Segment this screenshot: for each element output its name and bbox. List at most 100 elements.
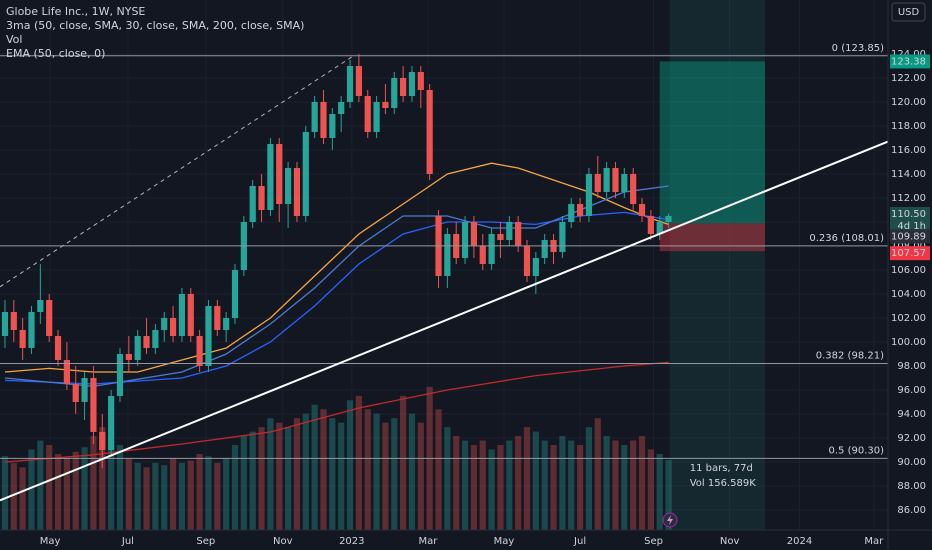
entry-label: 109.89: [891, 231, 926, 242]
volume-bar: [488, 449, 495, 530]
candle-body: [426, 89, 433, 174]
volume-bar: [382, 422, 389, 530]
y-tick-label: 96.00: [897, 385, 926, 396]
candle-body: [90, 377, 97, 432]
candle-body: [1, 311, 9, 336]
y-tick-label: 120.00: [891, 97, 926, 108]
candle-body: [214, 305, 221, 330]
event-icon-bolt: [667, 515, 673, 525]
volume-bar: [187, 460, 194, 530]
candle-body: [46, 299, 53, 336]
volume-bar: [346, 400, 354, 530]
candle-body: [559, 221, 566, 252]
x-tick-label: 2023: [339, 536, 364, 547]
candle-body: [594, 173, 601, 192]
stop-label-box: [890, 246, 930, 261]
volume-bar: [594, 418, 601, 530]
y-tick-label: 90.00: [897, 457, 926, 468]
volume-bar: [391, 418, 398, 530]
candle-body: [373, 101, 380, 132]
profit-zone: [659, 61, 766, 224]
volume-bar: [638, 436, 646, 530]
volume-bar: [54, 453, 62, 530]
trendline: [0, 140, 889, 502]
volume-bar: [444, 427, 451, 530]
y-tick-label: 116.00: [891, 145, 926, 156]
y-tick-label: 104.00: [891, 289, 926, 300]
x-tick-label: Jul: [573, 536, 586, 547]
indicator-label: 3ma (50, close, SMA, 30, close, SMA, 200…: [6, 19, 304, 32]
y-tick-label: 122.00: [891, 73, 926, 84]
candle-body: [665, 215, 672, 222]
x-tick-label: Sep: [196, 536, 215, 547]
volume-bar: [656, 453, 663, 530]
candle-body: [187, 293, 194, 336]
indicator-label: EMA (50, close, 0): [6, 47, 105, 60]
candle-body: [364, 95, 371, 132]
candle-body: [99, 431, 106, 450]
candle-body: [346, 65, 354, 102]
volume-bar: [408, 413, 416, 530]
volume-bar: [461, 440, 469, 530]
candle-body: [470, 221, 478, 246]
volume-bar: [214, 462, 221, 530]
volume-bar: [37, 440, 44, 530]
fib-label: 0.5 (90.30): [828, 445, 884, 456]
overlays: 0 (123.85) 0.236 (108.01) 0.382 (98.21) 0.5…: [0, 43, 889, 502]
currency-box[interactable]: [891, 2, 926, 22]
volume-bar: [550, 445, 557, 530]
candle-body: [444, 233, 451, 276]
target-label: 123.38: [891, 56, 926, 67]
volume-bar: [134, 462, 141, 530]
candle-body: [320, 101, 327, 138]
volume-bar: [355, 395, 362, 530]
volume-bar: [506, 440, 513, 530]
x-tick-label: Sep: [644, 536, 663, 547]
volume-bar: [231, 445, 239, 530]
entry-label-box: [890, 229, 930, 244]
volume-bar: [576, 445, 584, 530]
candle-body: [249, 185, 256, 222]
candle-body: [231, 269, 239, 318]
y-tick-label: 114.00: [891, 169, 926, 180]
volume-bar: [647, 449, 654, 530]
volume-bar: [276, 422, 283, 530]
volume-bar: [205, 456, 212, 530]
candle-body: [143, 335, 150, 348]
volume-bar: [364, 409, 371, 530]
candle-body: [488, 233, 495, 264]
y-tick-label: 88.00: [897, 481, 926, 492]
candle-body: [630, 173, 637, 204]
candle-body: [568, 203, 575, 222]
candle-body: [116, 353, 124, 396]
candle-body: [515, 221, 522, 246]
candle-body: [576, 203, 584, 216]
candle-body: [311, 101, 318, 132]
trendline: [0, 54, 355, 288]
y-tick-label: 94.00: [897, 409, 926, 420]
candle-body: [479, 245, 486, 264]
candle-body: [647, 215, 654, 234]
currency[interactable]: USD: [898, 7, 920, 18]
candle-body: [205, 305, 212, 366]
candle-body: [506, 221, 513, 240]
volume-bar: [532, 431, 539, 530]
axes: 86.00 88.00 90.00 92.00 94.00 96.00 98.00 100.0…: [40, 49, 930, 547]
indicator-label: Vol: [6, 33, 22, 46]
y-tick-label: 102.00: [891, 313, 926, 324]
candle-body: [152, 329, 159, 348]
x-tick-label: May: [40, 536, 61, 547]
volume-bar: [479, 440, 486, 530]
candle-body: [10, 311, 17, 330]
volume-bar: [453, 436, 460, 530]
y-tick-label: 98.00: [897, 361, 926, 372]
volume-bar: [320, 409, 327, 530]
candle-body: [169, 317, 177, 336]
volume-bar: [196, 453, 203, 530]
volume-bar: [293, 418, 301, 530]
candle-body: [400, 77, 407, 96]
candle-body: [258, 185, 265, 210]
volume-bar: [541, 440, 548, 530]
loss-zone: [659, 223, 766, 252]
